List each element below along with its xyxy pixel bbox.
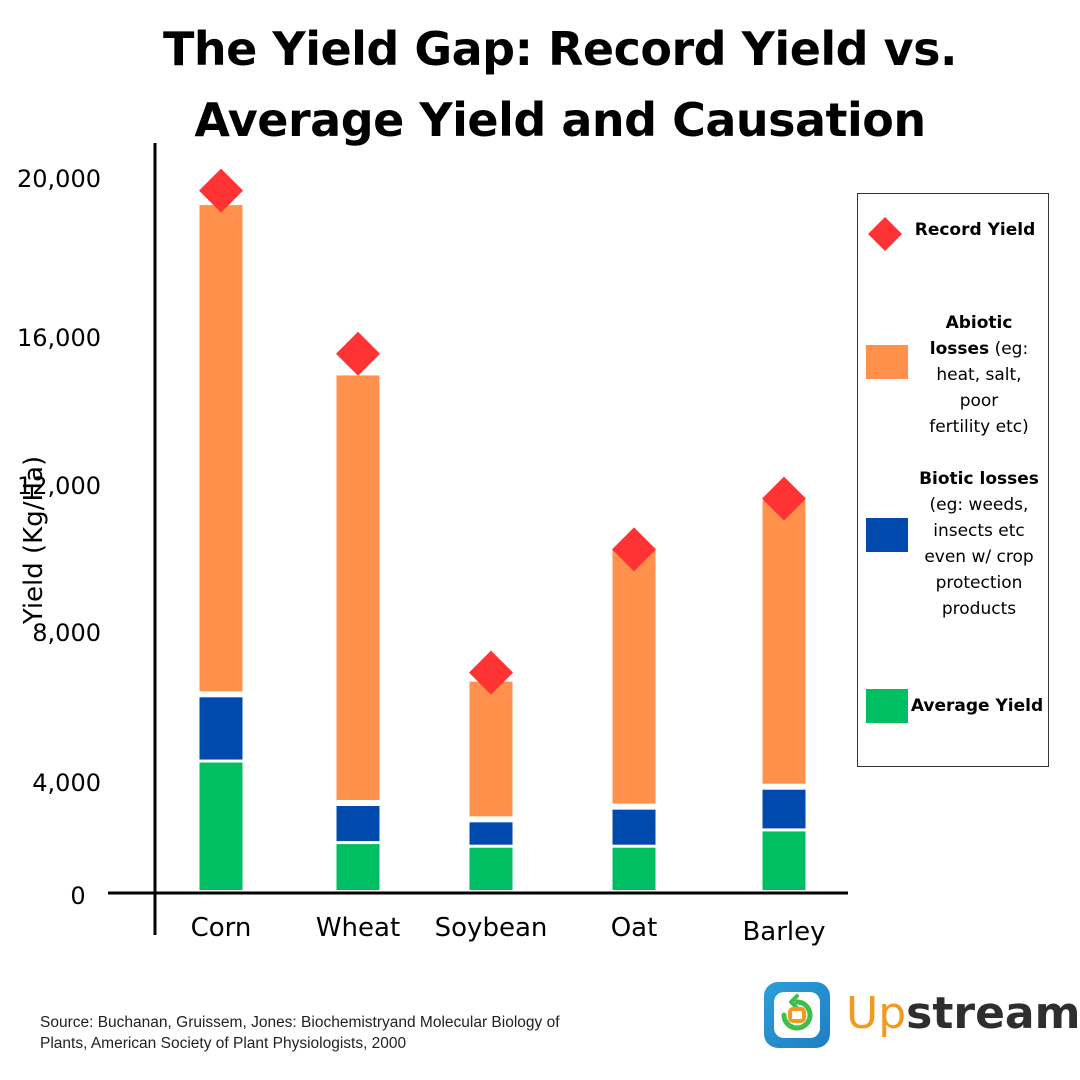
legend-abiotic-line-2-bold: losses: [929, 339, 990, 359]
chart-title-line-2: Average Yield and Causation: [194, 93, 926, 148]
abiotic-loss-bar: [469, 681, 513, 817]
legend-abiotic-line-2: losses (eg:: [916, 336, 1042, 362]
legend-abiotic-line-2-rest: (eg:: [989, 339, 1029, 359]
legend-abiotic-line-1: Abiotic: [945, 313, 1013, 333]
abiotic-loss-bar: [336, 375, 380, 801]
average-yield-bar: [199, 762, 243, 890]
legend-biotic-line-1: Biotic losses: [919, 469, 1039, 489]
legend-biotic-line-6: products: [941, 599, 1017, 619]
x-category-label: Barley: [742, 917, 825, 947]
legend-abiotic-line-5: fertility etc): [929, 417, 1029, 437]
chart-title: The Yield Gap: Record Yield vs. Average …: [0, 14, 1080, 157]
source-citation: Source: Buchanan, Gruissem, Jones: Bioch…: [40, 1012, 640, 1054]
y-axis-title: Yield (Kg/Ha): [19, 456, 49, 625]
record-yield-marker: [612, 527, 656, 572]
record-yield-marker: [762, 476, 806, 521]
logo-text-up: Up: [846, 988, 907, 1039]
abiotic-loss-bar: [199, 205, 243, 692]
legend-record-yield-label: Record Yield: [914, 220, 1036, 240]
y-tick-label: 16,000: [17, 324, 101, 352]
legend-abiotic-line-3: heat, salt,: [936, 365, 1022, 385]
y-tick-label: 8,000: [32, 619, 101, 647]
legend-average-label: Average Yield: [910, 696, 1044, 716]
y-tick-label: 12,000: [17, 472, 101, 500]
x-category-label: Corn: [191, 913, 252, 943]
record-yield-marker: [469, 650, 513, 695]
upstream-logo-wordmark: Upstream: [846, 988, 1080, 1040]
abiotic-loss-bar: [762, 500, 806, 784]
biotic-loss-bar: [469, 822, 513, 845]
legend-biotic-line-2: (eg: weeds,: [929, 495, 1029, 515]
source-line-2: Plants, American Society of Plant Physio…: [40, 1035, 407, 1052]
legend-abiotic-swatch: [866, 345, 908, 379]
y-tick-label: 20,000: [17, 165, 101, 193]
biotic-loss-bar: [199, 697, 243, 760]
y-tick-label: 4,000: [32, 769, 101, 797]
legend-biotic-line-5: protection: [935, 573, 1023, 593]
average-yield-bar: [612, 847, 656, 890]
legend-abiotic-label: Abiotic losses (eg: heat, salt, poor fer…: [916, 310, 1042, 440]
biotic-loss-bar: [762, 789, 806, 829]
legend-record-yield-marker: [868, 217, 902, 251]
average-yield-bar: [762, 831, 806, 890]
record-yield-marker: [199, 168, 243, 213]
legend-biotic-label: Biotic losses (eg: weeds, insects etc ev…: [916, 466, 1042, 622]
y-tick-label: 0: [70, 882, 85, 910]
source-line-1: Source: Buchanan, Gruissem, Jones: Bioch…: [40, 1014, 560, 1031]
record-yield-marker: [336, 331, 380, 376]
biotic-loss-bar: [612, 809, 656, 845]
x-category-label: Wheat: [316, 913, 400, 943]
legend-biotic-line-3: insects etc: [933, 521, 1025, 541]
biotic-loss-bar: [336, 806, 380, 842]
average-yield-bar: [336, 844, 380, 890]
upstream-logo-icon: [764, 982, 830, 1048]
chart-legend: Record Yield Abiotic losses (eg: heat, s…: [857, 193, 1049, 767]
legend-biotic-swatch: [866, 518, 908, 552]
x-category-label: Oat: [611, 913, 658, 943]
x-category-label: Soybean: [435, 913, 548, 943]
abiotic-loss-bar: [612, 549, 656, 804]
average-yield-bar: [469, 847, 513, 890]
legend-abiotic-line-4: poor: [959, 391, 999, 411]
chart-title-line-1: The Yield Gap: Record Yield vs.: [163, 22, 957, 76]
logo-text-stream: stream: [906, 988, 1080, 1039]
legend-biotic-line-4: even w/ crop: [924, 547, 1034, 567]
legend-average-swatch: [866, 689, 908, 723]
